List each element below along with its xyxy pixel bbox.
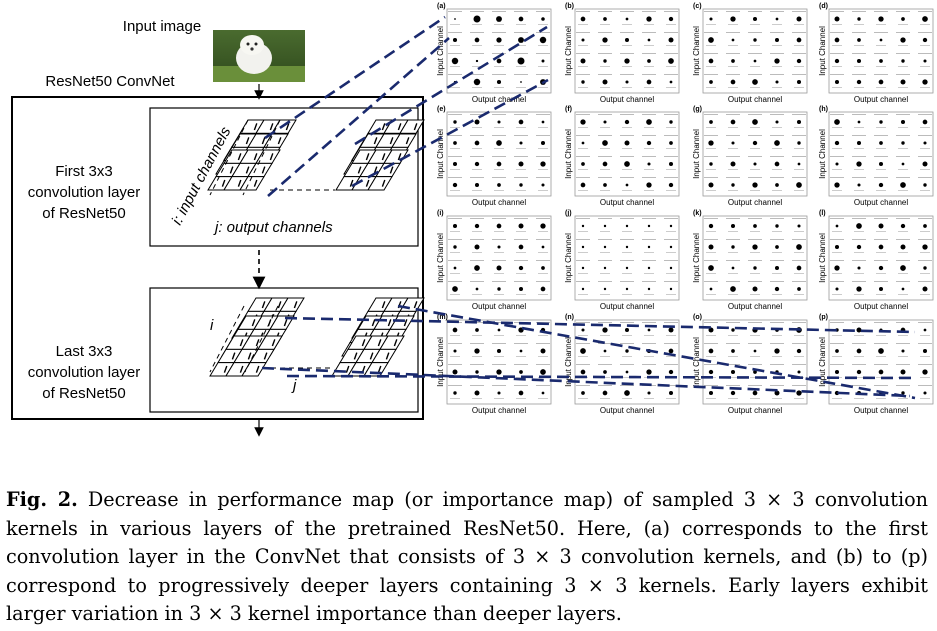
caption-text: Decrease in performance map (or importan…	[6, 488, 928, 625]
panel-ylabel: Input Channel	[564, 233, 573, 283]
panel-xlabel: Output channel	[472, 302, 526, 311]
i-label-short: i	[210, 317, 214, 334]
caption-label: Fig. 2.	[6, 488, 78, 511]
arrow-a-1	[264, 15, 446, 140]
panel-ylabel: Input Channel	[818, 26, 827, 76]
mapping-arrows	[261, 15, 916, 400]
panel-letter: (k)	[693, 210, 702, 217]
panel-ylabel: Input Channel	[564, 129, 573, 179]
panel-xlabel: Output channel	[600, 406, 654, 415]
panel-d: (d) Output channel Input Channel	[818, 3, 934, 104]
panel-g: (g) Output channel Input Channel	[692, 106, 808, 207]
j-output-channels-label: j: output channels	[213, 219, 333, 236]
panel-letter: (g)	[693, 106, 702, 113]
panel-ylabel: Input Channel	[692, 129, 701, 179]
panel-letter: (j)	[565, 210, 572, 217]
panel-ylabel: Input Channel	[818, 129, 827, 179]
panel-xlabel: Output channel	[600, 95, 654, 104]
panel-ylabel: Input Channel	[436, 129, 445, 179]
panel-xlabel: Output channel	[600, 198, 654, 207]
arrow-p-1	[284, 316, 916, 334]
panel-p: (p) Output channel Input Channel	[818, 314, 934, 415]
panel-xlabel: Output channel	[854, 406, 908, 415]
panel-ylabel: Input Channel	[692, 26, 701, 76]
panel-xlabel: Output channel	[472, 406, 526, 415]
panel-letter: (l)	[819, 210, 826, 217]
panel-e: (e) Output channel Input Channel	[436, 106, 552, 207]
kern1-stack-2	[207, 149, 281, 191]
arrow-a-4	[351, 78, 549, 188]
panel-letter: (h)	[819, 106, 828, 113]
arrow-p-3	[397, 304, 916, 400]
panel-letter: (a)	[437, 3, 446, 10]
panel-ylabel: Input Channel	[436, 233, 445, 283]
j-label-short: j	[291, 377, 297, 394]
panel-n: (n) Output channel Input Channel	[564, 314, 680, 415]
convnet-frame	[11, 96, 424, 420]
input-image-label: Input image	[123, 18, 201, 35]
panel-ylabel: Input Channel	[436, 337, 445, 387]
panel-letter: (n)	[565, 314, 574, 321]
panel-letter: (d)	[819, 3, 828, 10]
panel-c: (c) Output channel Input Channel	[692, 3, 808, 104]
panel-xlabel: Output channel	[854, 198, 908, 207]
panel-xlabel: Output channel	[728, 198, 782, 207]
panel-xlabel: Output channel	[728, 406, 782, 415]
kern2-stack-2	[209, 335, 283, 377]
panel-xlabel: Output channel	[600, 302, 654, 311]
panel-a: (a) Output channel Input Channel	[436, 3, 552, 104]
first-layer-line1: First 3x3	[55, 163, 113, 180]
arrow-a-3	[354, 25, 548, 146]
panel-ylabel: Input Channel	[692, 337, 701, 387]
panel-xlabel: Output channel	[472, 95, 526, 104]
last-layer-box	[149, 287, 419, 413]
panel-letter: (c)	[693, 3, 702, 10]
arrow-p-4	[261, 366, 911, 398]
panel-letter: (p)	[819, 314, 828, 321]
panel-h: (h) Output channel Input Channel	[818, 106, 934, 207]
last-layer-line3: of ResNet50	[42, 385, 125, 402]
panel-letter: (e)	[437, 106, 446, 113]
panel-k: (k) Output channel Input Channel	[692, 210, 808, 311]
last-layer-kernels	[209, 297, 425, 377]
figure-diagram: Input image ResNet50 ConvNet First 3x3 c…	[11, 3, 934, 437]
importance-map-panels: (a) Output channel Input Channel (b) Output …	[436, 3, 934, 415]
figure-caption: Fig. 2. Decrease in performance map (or …	[6, 486, 928, 629]
last-layer-line1: Last 3x3	[56, 343, 113, 360]
panel-ylabel: Input Channel	[818, 233, 827, 283]
panel-xlabel: Output channel	[854, 95, 908, 104]
input-image-picture	[213, 30, 305, 82]
panel-letter: (o)	[693, 314, 702, 321]
panel-m: (m) Output channel Input Channel	[436, 314, 552, 415]
panel-ylabel: Input Channel	[564, 337, 573, 387]
panel-xlabel: Output channel	[728, 302, 782, 311]
panel-j: (j) Output channel Input Channel	[564, 210, 680, 311]
first-layer-box	[149, 107, 419, 247]
panel-ylabel: Input Channel	[436, 26, 445, 76]
panel-xlabel: Output channel	[728, 95, 782, 104]
panel-b: (b) Output channel Input Channel	[564, 3, 680, 104]
panel-f: (f) Output channel Input Channel	[564, 106, 680, 207]
panel-l: (l) Output channel Input Channel	[818, 210, 934, 311]
first-layer-line3: of ResNet50	[42, 205, 125, 222]
first-layer-kernels	[207, 119, 425, 196]
panel-letter: (m)	[437, 314, 448, 321]
panel-xlabel: Output channel	[854, 302, 908, 311]
panel-xlabel: Output channel	[472, 198, 526, 207]
last-layer-line2: convolution layer	[28, 364, 141, 381]
first-layer-line2: convolution layer	[28, 184, 141, 201]
panel-ylabel: Input Channel	[564, 26, 573, 76]
panel-letter: (f)	[565, 106, 572, 113]
panel-ylabel: Input Channel	[692, 233, 701, 283]
panel-i: (i) Output channel Input Channel	[436, 210, 552, 311]
arrow-a-2	[267, 37, 450, 197]
panel-letter: (i)	[437, 210, 444, 217]
convnet-label: ResNet50 ConvNet	[45, 73, 175, 90]
panel-letter: (b)	[565, 3, 574, 10]
panel-ylabel: Input Channel	[818, 337, 827, 387]
arrow-p-2	[286, 374, 916, 380]
